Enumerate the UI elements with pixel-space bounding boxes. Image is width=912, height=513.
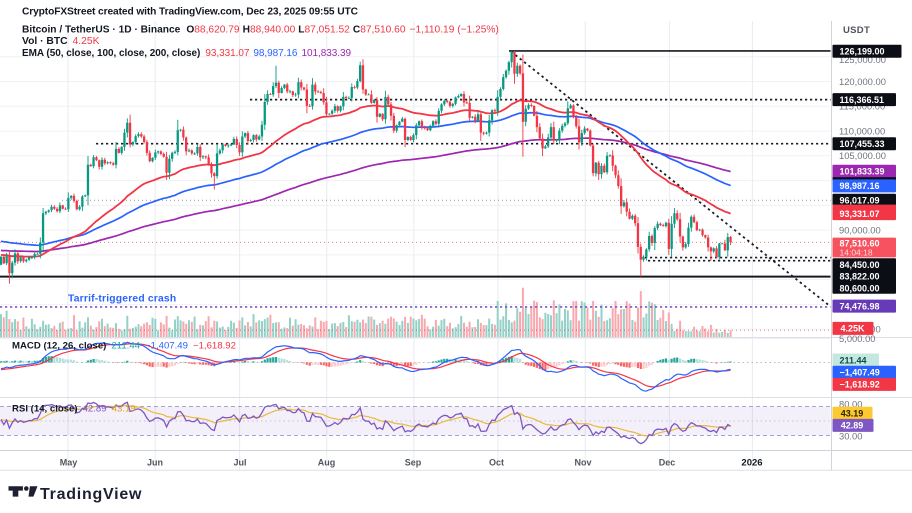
svg-text:Tarrif-triggered crash: Tarrif-triggered crash [68,294,176,305]
svg-text:Nov: Nov [574,457,591,467]
svg-text:107,455.33: 107,455.33 [840,139,885,149]
svg-text:101,833.39: 101,833.39 [840,167,885,177]
svg-text:126,199.00: 126,199.00 [840,47,885,57]
svg-text:80,600.00: 80,600.00 [840,283,880,293]
svg-text:Sep: Sep [405,457,422,467]
svg-text:Jul: Jul [233,457,246,467]
svg-text:30.00: 30.00 [839,431,862,442]
svg-text:110,000.00: 110,000.00 [839,125,885,136]
svg-text:42.89: 42.89 [841,421,864,431]
svg-text:84,450.00: 84,450.00 [840,260,880,270]
svg-text:May: May [60,457,78,467]
svg-text:Jun: Jun [147,457,163,467]
svg-text:87,510.60: 87,510.60 [840,239,880,249]
svg-text:USDT: USDT [843,25,870,36]
svg-text:Bitcoin / TetherUS · 1D · Bina: Bitcoin / TetherUS · 1D · Binance O88,620… [22,24,499,35]
svg-text:96,017.09: 96,017.09 [840,196,880,206]
svg-text:14:04:18: 14:04:18 [840,247,873,257]
svg-text:5,000.00: 5,000.00 [839,333,876,344]
svg-text:120,000.00: 120,000.00 [839,76,886,87]
svg-text:MACD (12, 26, close)211.44−1,4: MACD (12, 26, close) 211.44 −1,407.49 −1,61… [12,340,236,351]
svg-text:EMA (50, close, 100, close, 20: EMA (50, close, 100, close, 200, close) 9… [22,48,351,59]
svg-text:83,822.00: 83,822.00 [840,271,880,281]
svg-text:4.25K: 4.25K [840,324,865,334]
svg-text:Aug: Aug [318,457,336,467]
svg-text:−1,407.49: −1,407.49 [840,368,880,378]
svg-text:80.00: 80.00 [839,398,862,409]
svg-text:105,000.00: 105,000.00 [839,150,886,161]
svg-text:74,476.98: 74,476.98 [840,301,880,311]
svg-text:125,000.00: 125,000.00 [839,54,886,65]
svg-text:Dec: Dec [659,457,676,467]
svg-text:CryptoFXStreet created with Tr: CryptoFXStreet created with TradingView.… [22,6,359,17]
svg-text:43.19: 43.19 [841,409,864,419]
svg-text:211.44: 211.44 [840,355,867,365]
svg-text:98,987.16: 98,987.16 [840,181,880,191]
svg-text:2026: 2026 [741,458,762,469]
svg-text:116,366.51: 116,366.51 [840,95,885,105]
svg-text:93,331.07: 93,331.07 [840,209,880,219]
svg-text:−1,618.92: −1,618.92 [840,380,880,390]
svg-text:Oct: Oct [489,457,504,467]
svg-text:TradingView: TradingView [40,486,142,503]
svg-text:90,000.00: 90,000.00 [839,224,881,235]
